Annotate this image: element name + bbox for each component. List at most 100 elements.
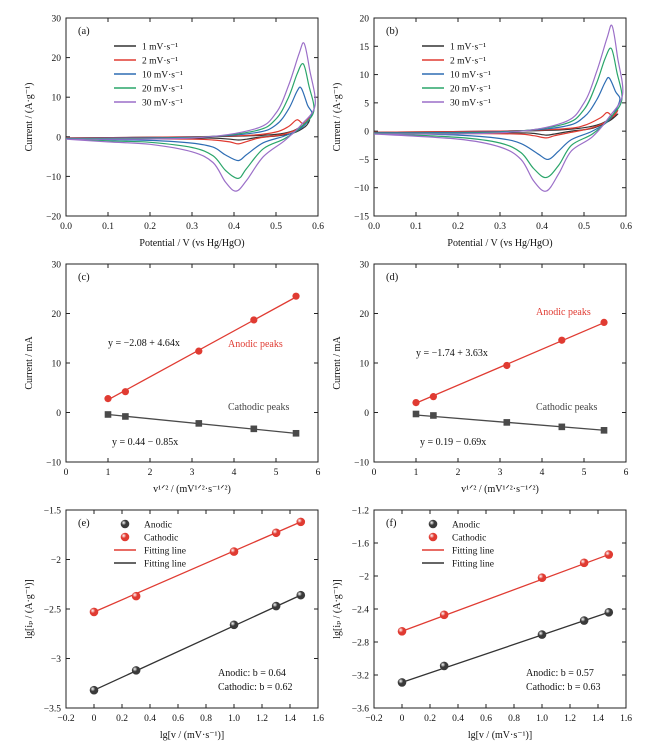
data-point	[604, 550, 614, 559]
x-tick-label: 0.4	[452, 714, 464, 724]
y-tick-label: 10	[52, 360, 62, 370]
x-tick-label: 1.2	[256, 714, 268, 724]
x-tick-label: 0.6	[172, 714, 184, 724]
x-tick-label: 5	[274, 468, 279, 478]
y-tick-label: −2.5	[44, 606, 61, 616]
y-tick-label: 30	[360, 261, 370, 271]
panel-label: (d)	[386, 272, 399, 283]
y-tick-label: −1.6	[352, 540, 369, 550]
x-axis-label: lg[v / (mV·s⁻¹)]	[468, 730, 532, 741]
y-tick-label: 20	[52, 310, 62, 320]
y-axis-label: Current / (A·g⁻¹)	[332, 83, 343, 152]
y-tick-label: −2	[359, 573, 369, 583]
x-tick-label: 1	[106, 468, 111, 478]
x-tick-label: 0.1	[102, 222, 114, 232]
series-label-cathodic: Cathodic peaks	[228, 402, 289, 413]
y-tick-label: 0	[56, 409, 61, 419]
x-tick-label: 1.6	[312, 714, 324, 724]
x-tick-label: 4	[232, 468, 237, 478]
x-tick-label: 0.2	[424, 714, 436, 724]
cv-curve-3	[373, 47, 623, 179]
y-tick-label: 10	[360, 360, 370, 370]
x-tick-label: 1.0	[536, 714, 548, 724]
y-tick-label: 10	[360, 71, 370, 81]
legend-label: 2 mV·s⁻¹	[450, 57, 486, 67]
y-tick-label: −10	[354, 459, 369, 469]
legend-marker	[120, 519, 130, 529]
panel-label: (c)	[78, 272, 90, 283]
data-point	[89, 685, 99, 695]
x-tick-label: 0.8	[508, 714, 520, 724]
x-tick-label: 0.0	[60, 222, 72, 232]
legend-marker	[120, 532, 130, 542]
panel-label: (e)	[78, 518, 90, 529]
data-point	[296, 590, 306, 600]
legend-marker	[428, 532, 438, 542]
data-point	[600, 318, 608, 327]
series-label-cathodic: Cathodic peaks	[536, 402, 597, 413]
fit-equation-cathodic: y = 0.19 − 0.69x	[420, 437, 486, 448]
legend-label: 1 mV·s⁻¹	[450, 43, 486, 53]
legend-label: 20 mV·s⁻¹	[142, 85, 183, 95]
cv-curve-4	[65, 42, 316, 192]
fit-equation-cathodic: y = 0.44 − 0.85x	[112, 437, 178, 448]
data-point	[537, 630, 547, 639]
data-point	[397, 678, 407, 687]
y-tick-label: 15	[360, 43, 370, 53]
panel-a: 0.0 0.1 0.2 0.3 0.4 0.5 0.6 −20 −10 0 10 20 30 Potent…	[24, 15, 324, 250]
legend-marker	[428, 519, 438, 529]
x-tick-label: 0.2	[116, 714, 128, 724]
data-point	[558, 336, 566, 344]
x-tick-label: 1	[414, 468, 419, 478]
x-tick-label: 0.6	[620, 222, 632, 232]
y-axis-label: Current / mA	[24, 336, 35, 390]
fit-line	[107, 296, 297, 401]
data-point	[579, 616, 589, 625]
y-tick-label: 30	[52, 15, 62, 25]
data-point	[439, 610, 449, 620]
x-tick-label: 0.4	[144, 714, 156, 724]
x-tick-label: 1.4	[592, 714, 604, 724]
data-point	[229, 547, 239, 556]
fit-equation-anodic: y = −2.08 + 4.64x	[108, 338, 180, 349]
legend-label: Anodic	[452, 521, 480, 531]
y-tick-label: −10	[354, 184, 369, 194]
panel-f: −0.2 0 0.2 0.4 0.6 0.8 1.0 1.2 1.4 1.6 −3.6 −3.2 −2.…	[332, 507, 632, 742]
fit-line	[415, 322, 605, 404]
x-axis-label: v¹ᐟ² / (mV¹ᐟ²·s⁻¹ᐟ²)	[153, 484, 231, 495]
cv-curve-3	[65, 63, 315, 179]
data-point	[104, 395, 112, 403]
y-tick-label: −2.4	[352, 606, 369, 616]
data-point	[296, 517, 306, 527]
data-point	[604, 608, 614, 617]
legend-label: 10 mV·s⁻¹	[142, 71, 183, 81]
y-tick-label: −5	[359, 156, 369, 166]
legend-label: Cathodic	[452, 534, 486, 544]
fit-line	[401, 611, 609, 684]
y-tick-label: −15	[354, 213, 369, 223]
data-point	[271, 601, 281, 611]
x-tick-label: 0.6	[312, 222, 324, 232]
cv-curve-4	[373, 24, 624, 192]
x-tick-label: 0.4	[536, 222, 548, 232]
data-point	[250, 316, 258, 324]
legend-label: Fitting line	[144, 547, 186, 557]
x-tick-label: 0	[92, 714, 97, 724]
legend-label: Fitting line	[144, 560, 186, 570]
x-tick-label: 2	[456, 468, 461, 478]
x-tick-label: 0.3	[186, 222, 198, 232]
y-tick-label: 5	[364, 99, 369, 109]
y-tick-label: 10	[52, 94, 62, 104]
x-tick-label: 0.2	[144, 222, 156, 232]
y-tick-label: −3.6	[352, 705, 369, 715]
y-tick-label: −10	[46, 173, 61, 183]
y-axis-label: lg[iₚ / (A·g⁻¹)]	[24, 579, 35, 638]
fit-line	[93, 521, 302, 613]
y-axis-label: Current / (A·g⁻¹)	[24, 83, 35, 152]
x-tick-label: 0.1	[410, 222, 422, 232]
y-axis-label: lg[iₚ / (A·g⁻¹)]	[332, 579, 343, 638]
legend-label: Anodic	[144, 521, 172, 531]
x-tick-label: 5	[582, 468, 587, 478]
fit-line	[93, 594, 302, 691]
